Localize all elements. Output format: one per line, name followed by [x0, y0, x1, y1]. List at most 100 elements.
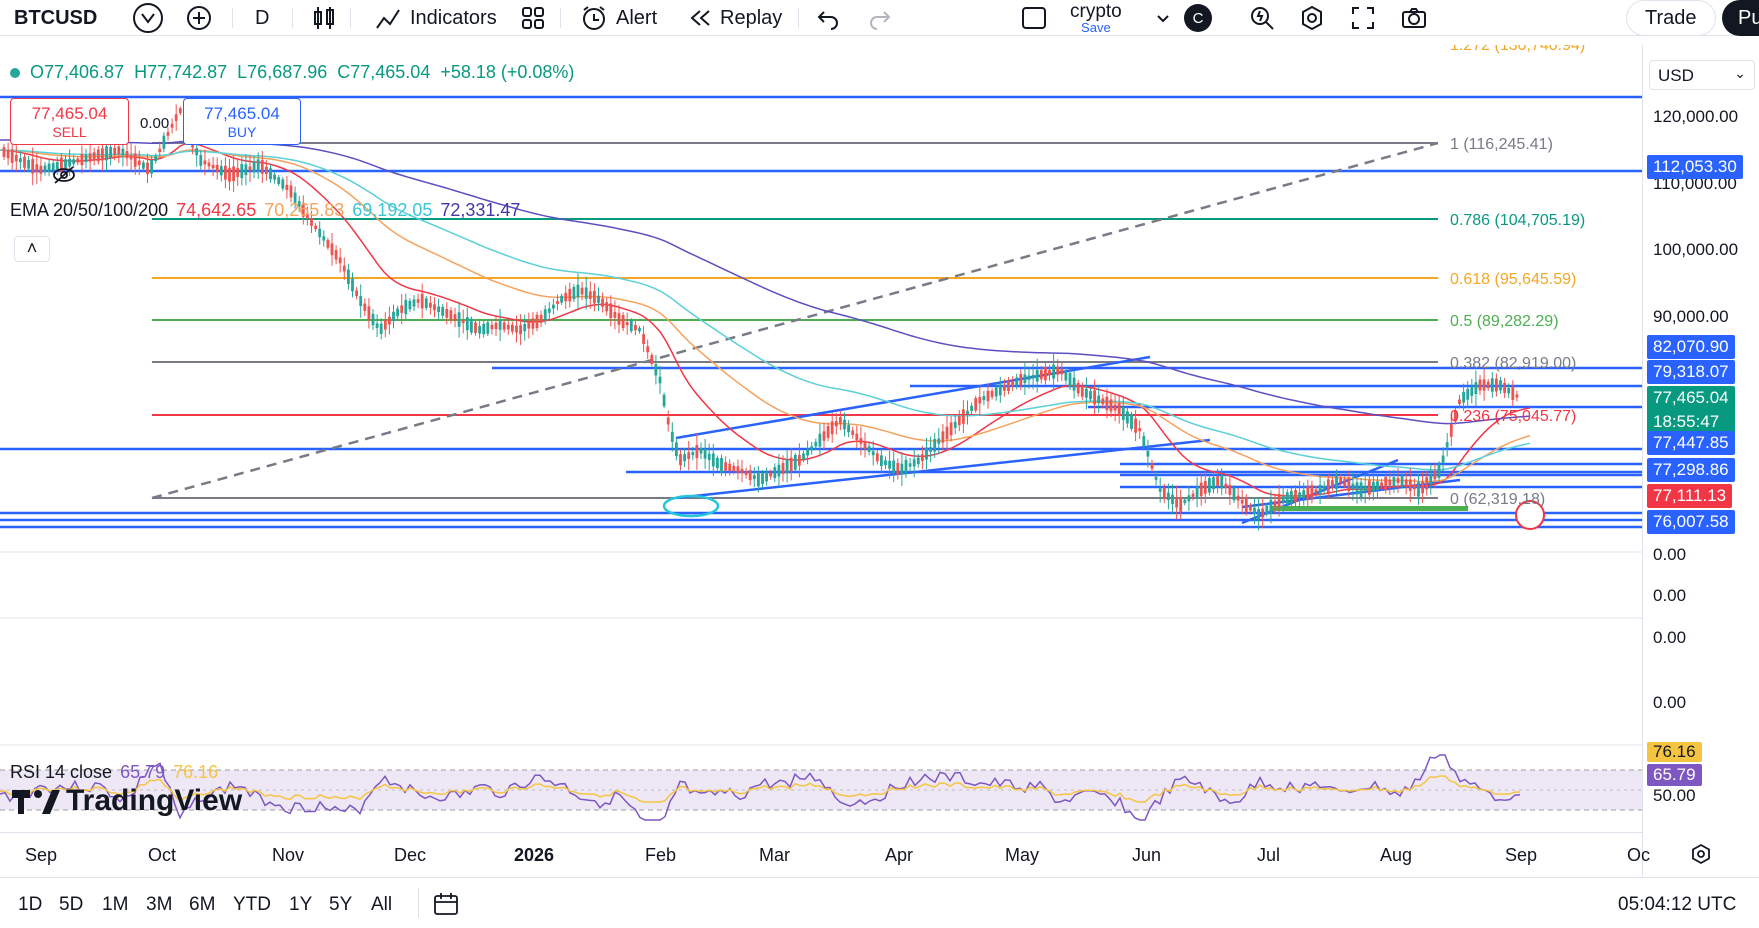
currency-select[interactable]: USD ⌄ — [1649, 60, 1755, 90]
candle-body — [1339, 477, 1342, 483]
interval-button[interactable]: D — [255, 6, 270, 29]
candle-body — [457, 312, 461, 327]
price-axis[interactable]: USD ⌄ 120,000.00 110,000.00 100,000.00 9… — [1642, 45, 1759, 877]
range-all[interactable]: All — [371, 894, 393, 915]
candle-body — [970, 405, 973, 411]
ema-legend[interactable]: EMA 20/50/100/200 74,642.65 70,265.83 69… — [10, 200, 520, 221]
settings-button[interactable] — [1298, 0, 1326, 36]
candle-body — [736, 466, 740, 473]
price-tick-120000: 120,000.00 — [1653, 107, 1739, 126]
sell-button[interactable]: 77,465.04 SELL — [10, 98, 129, 145]
add-symbol-icon-button[interactable] — [130, 0, 166, 36]
candle-body — [925, 447, 928, 460]
range-5y[interactable]: 5Y — [329, 894, 353, 915]
candle-body — [802, 453, 805, 460]
candle-body — [793, 454, 797, 470]
candle-body — [478, 326, 481, 334]
candle-body — [1035, 369, 1039, 382]
candle-body — [761, 473, 764, 485]
candle-body — [162, 135, 166, 149]
candle-body — [839, 417, 842, 424]
templates-button[interactable] — [520, 0, 546, 36]
candle-body — [896, 463, 900, 475]
candle-body — [1515, 394, 1519, 398]
candle-body — [1138, 428, 1142, 432]
trade-button[interactable]: Trade — [1626, 0, 1716, 36]
rsi-legend[interactable]: RSI 14 close 65.79 76.16 — [10, 762, 218, 783]
candle-body — [39, 165, 43, 174]
candle-body — [1372, 481, 1375, 492]
replay-label: Replay — [720, 6, 783, 29]
candle-body — [314, 225, 317, 230]
candle-body — [986, 390, 990, 402]
candle-body — [1167, 492, 1170, 501]
range-6m[interactable]: 6M — [189, 894, 216, 915]
undo-button[interactable] — [816, 0, 840, 36]
compare-button[interactable] — [185, 0, 213, 36]
hide-trading-button[interactable] — [52, 165, 76, 190]
candle-body — [1191, 493, 1195, 497]
time-label: Sep — [25, 845, 58, 865]
candle-body — [1437, 463, 1441, 479]
range-3m[interactable]: 3M — [146, 894, 173, 915]
symbol-search[interactable]: BTCUSD — [14, 6, 98, 29]
candle-body — [1392, 477, 1396, 487]
eye-off-icon — [53, 166, 75, 184]
layout-button[interactable] — [1020, 0, 1048, 36]
publish-button[interactable]: Pu — [1722, 0, 1759, 36]
range-1d[interactable]: 1D — [18, 894, 43, 915]
chart-type-button[interactable] — [312, 0, 336, 36]
candle-body — [125, 151, 129, 159]
fullscreen-button[interactable] — [1350, 0, 1376, 36]
goto-date-button[interactable] — [432, 891, 460, 923]
fib-level-label: 0.5 (89,282.29) — [1450, 313, 1559, 330]
range-1m[interactable]: 1M — [102, 894, 129, 915]
candle-body — [113, 147, 117, 155]
fib-level-label: 0.382 (82,919.00) — [1450, 355, 1576, 372]
chart-settings-button[interactable] — [1690, 843, 1712, 870]
candle-body — [716, 457, 719, 469]
currency-label: USD — [1658, 66, 1694, 85]
candle-body — [342, 265, 346, 272]
symbol-info-icon — [133, 3, 163, 33]
candle-body — [318, 228, 322, 238]
candle-body — [1265, 505, 1269, 515]
replay-button[interactable]: Replay — [688, 0, 782, 36]
candle-body — [424, 298, 428, 308]
candle-body — [880, 455, 883, 467]
indicators-button[interactable]: Indicators — [374, 0, 497, 36]
candle-body — [265, 166, 268, 175]
candle-body — [301, 203, 305, 217]
candle-body — [670, 431, 674, 442]
buy-price: 77,465.04 — [204, 104, 280, 123]
candle-body — [166, 132, 170, 136]
candle-body — [244, 164, 248, 176]
candle-body — [888, 460, 891, 469]
candle-body — [646, 346, 650, 353]
layout-name[interactable]: crypto Save — [1070, 0, 1122, 36]
account-avatar[interactable]: C — [1184, 0, 1212, 36]
clock[interactable]: 05:04:12 UTC — [1618, 894, 1737, 915]
redo-button[interactable] — [868, 0, 892, 36]
quick-search-button[interactable] — [1248, 0, 1276, 36]
gear-icon — [1302, 5, 1322, 31]
square-icon — [1022, 7, 1046, 29]
time-axis[interactable]: Sep Oct Nov Dec 2026 Feb Mar Apr May Jun… — [0, 832, 1650, 877]
candle-body — [359, 296, 363, 307]
alert-button[interactable]: Alert — [580, 0, 657, 36]
range-ytd[interactable]: YTD — [233, 894, 271, 915]
time-label: Aug — [1380, 845, 1413, 865]
layout-dropdown-button[interactable] — [1155, 0, 1171, 36]
candle-body — [933, 439, 937, 452]
screenshot-button[interactable] — [1400, 0, 1428, 36]
buy-button[interactable]: 77,465.04 BUY — [183, 98, 301, 145]
candle-body — [638, 328, 641, 332]
range-1y[interactable]: 1Y — [289, 894, 313, 915]
candle-body — [1183, 499, 1187, 504]
collapse-legend-button[interactable]: ˄ — [14, 236, 50, 262]
range-5d[interactable]: 5D — [59, 894, 84, 915]
candle-body — [506, 324, 510, 330]
candle-body — [215, 164, 219, 173]
price-chart[interactable]: 1 (116,245.41) 0.786 (104,705.19) 0.618 (9… — [0, 45, 1642, 877]
candle-body — [1351, 483, 1355, 490]
